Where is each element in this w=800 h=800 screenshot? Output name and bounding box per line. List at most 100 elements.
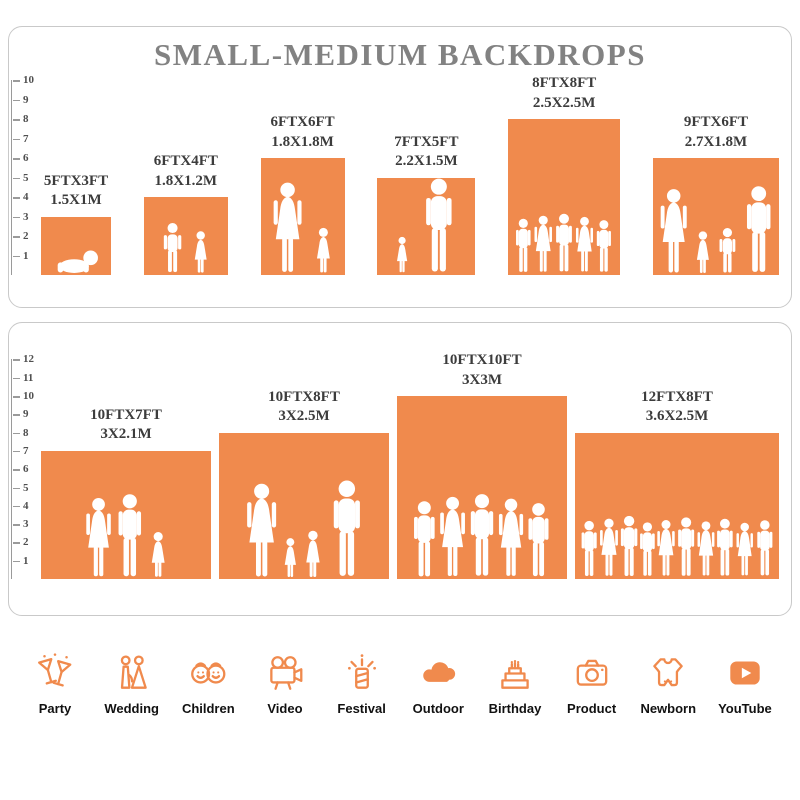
backdrop-label: 10FTX10FT 3X3M [442, 352, 522, 388]
backdrop-rect [652, 158, 779, 275]
category-label: Children [181, 701, 235, 716]
backdrop-12x8: 12FTX8FT 3.6X2.5M [575, 388, 779, 579]
ruler-number: 4 [12, 191, 29, 203]
backdrop-rect [41, 216, 111, 275]
newborn-icon [653, 658, 684, 687]
backdrop-label: 12FTX8FT 3.6X2.5M [641, 388, 713, 425]
category-product: Product [559, 652, 625, 716]
backdrop-rect [377, 177, 476, 275]
ruler-number: 8 [12, 427, 29, 439]
ruler-number: 9 [12, 408, 29, 420]
ruler-number: 1 [12, 250, 29, 262]
ruler-number: 1 [12, 555, 29, 567]
backdrop-label: 7FTX5FT 2.2X1.5M [394, 133, 459, 170]
ruler-number: 2 [12, 536, 29, 548]
backdrop-8x8: 8FTX8FT 2.5X2.5M [508, 74, 621, 275]
festival-icon [347, 654, 376, 689]
category-video: Video [252, 652, 318, 716]
toddler-and-man-silhouette [397, 179, 452, 273]
category-label: Festival [337, 701, 386, 716]
top-panel: SMALL-MEDIUM BACKDROPS 1 2 3 4 5 6 7 8 9 10 5FTX3… [8, 26, 792, 308]
backdrop-rect [41, 450, 211, 579]
backdrop-10x10: 10FTX10FT 3X3M [397, 351, 567, 579]
wedding-icon [120, 655, 147, 689]
product-icon [576, 659, 607, 686]
bottom-panel: 1 2 3 4 5 6 7 8 9 10 11 12 10FTX7FT 3X2.1M 10FT [8, 322, 792, 616]
ruler-number: 10 [12, 74, 34, 86]
backdrop-rect [397, 396, 567, 579]
category-festival: Festival [329, 652, 395, 716]
couple-and-child-silhouette [86, 494, 165, 577]
category-children: Children [175, 652, 241, 716]
category-party: Party [22, 652, 88, 716]
bottom-backdrop-row: 10FTX7FT 3X2.1M 10FTX8FT 3X2.5M [41, 351, 779, 579]
mother-and-child-silhouette [273, 182, 330, 273]
video-icon [270, 656, 303, 690]
ruler-number: 10 [12, 390, 34, 402]
ruler-number: 7 [12, 445, 29, 457]
backdrop-rect [508, 119, 621, 275]
bottom-ruler: 1 2 3 4 5 6 7 8 9 10 11 12 [11, 353, 38, 579]
category-label: Wedding [104, 701, 159, 716]
category-label: Newborn [640, 701, 697, 716]
backdrop-label: 10FTX8FT 3X2.5M [268, 388, 340, 425]
baby-crawling-silhouette [57, 250, 98, 273]
category-row: Party Wedding [22, 652, 778, 716]
backdrop-rect [575, 432, 779, 579]
outdoor-icon [423, 662, 456, 682]
children-icon [191, 662, 226, 684]
ruler-number: 6 [12, 152, 29, 164]
backdrop-label: 10FTX7FT 3X2.1M [90, 406, 162, 443]
group-posing-silhouette [516, 214, 612, 273]
backdrop-rect [260, 158, 345, 275]
ruler-number: 7 [12, 133, 29, 145]
backdrop-7x5: 7FTX5FT 2.2X1.5M [377, 133, 476, 275]
category-birthday: Birthday [482, 652, 548, 716]
group-posing-silhouette [414, 493, 549, 576]
ruler-number: 8 [12, 113, 29, 125]
category-label: Product [567, 701, 617, 716]
top-ruler: 1 2 3 4 5 6 7 8 9 10 [11, 74, 38, 275]
category-label: Outdoor [412, 701, 464, 716]
party-icon [38, 653, 72, 687]
birthday-icon [501, 659, 529, 689]
backdrop-10x7: 10FTX7FT 3X2.1M [41, 406, 211, 579]
bottom-chart: 1 2 3 4 5 6 7 8 9 10 11 12 10FTX7FT 3X2.1M 10FT [11, 339, 779, 579]
ruler-number: 11 [12, 372, 33, 384]
crowd-silhouette [581, 516, 773, 577]
two-children-silhouette [163, 223, 207, 273]
top-backdrop-row: 5FTX3FT 1.5X1M 6FTX4FT 1.8X1.2M [41, 74, 779, 275]
backdrop-label: 6FTX4FT 1.8X1.2M [153, 153, 218, 189]
ruler-number: 2 [12, 230, 29, 242]
ruler-number: 12 [12, 353, 34, 365]
category-outdoor: Outdoor [405, 652, 471, 716]
backdrop-label: 5FTX3FT 1.5X1M [43, 172, 109, 209]
backdrop-5x3: 5FTX3FT 1.5X1M [41, 172, 111, 275]
family-walking-silhouette [247, 480, 360, 577]
page-title: SMALL-MEDIUM BACKDROPS [154, 37, 646, 72]
family-silhouette [660, 185, 771, 273]
ruler-number: 3 [12, 211, 29, 223]
category-label: Birthday [488, 701, 542, 716]
category-wedding: Wedding [99, 652, 165, 716]
youtube-icon [730, 661, 760, 685]
category-youtube: YouTube [712, 652, 778, 716]
backdrop-10x8: 10FTX8FT 3X2.5M [219, 388, 389, 579]
category-newborn: Newborn [635, 652, 701, 716]
backdrop-label: 6FTX6FT 1.8X1.8M [270, 114, 335, 150]
backdrop-label: 9FTX6FT 2.7X1.8M [683, 114, 749, 150]
ruler-number: 5 [12, 172, 29, 184]
ruler-number: 4 [12, 500, 29, 512]
ruler-number: 6 [12, 463, 29, 475]
backdrop-6x4: 6FTX4FT 1.8X1.2M [143, 152, 228, 275]
category-label: Party [38, 701, 72, 716]
ruler-number: 5 [12, 482, 29, 494]
top-chart: 1 2 3 4 5 6 7 8 9 10 5FTX3FT 1.5X1M 6FTX4FT 1.8X1… [11, 74, 779, 275]
category-label: Video [267, 701, 303, 716]
ruler-number: 3 [12, 518, 29, 530]
backdrop-9x6: 9FTX6FT 2.7X1.8M [652, 113, 779, 275]
backdrop-6x6: 6FTX6FT 1.8X1.8M [260, 113, 345, 275]
backdrop-label: 8FTX8FT 2.5X2.5M [532, 75, 597, 111]
category-label: YouTube [718, 701, 772, 716]
backdrop-rect [143, 197, 228, 275]
